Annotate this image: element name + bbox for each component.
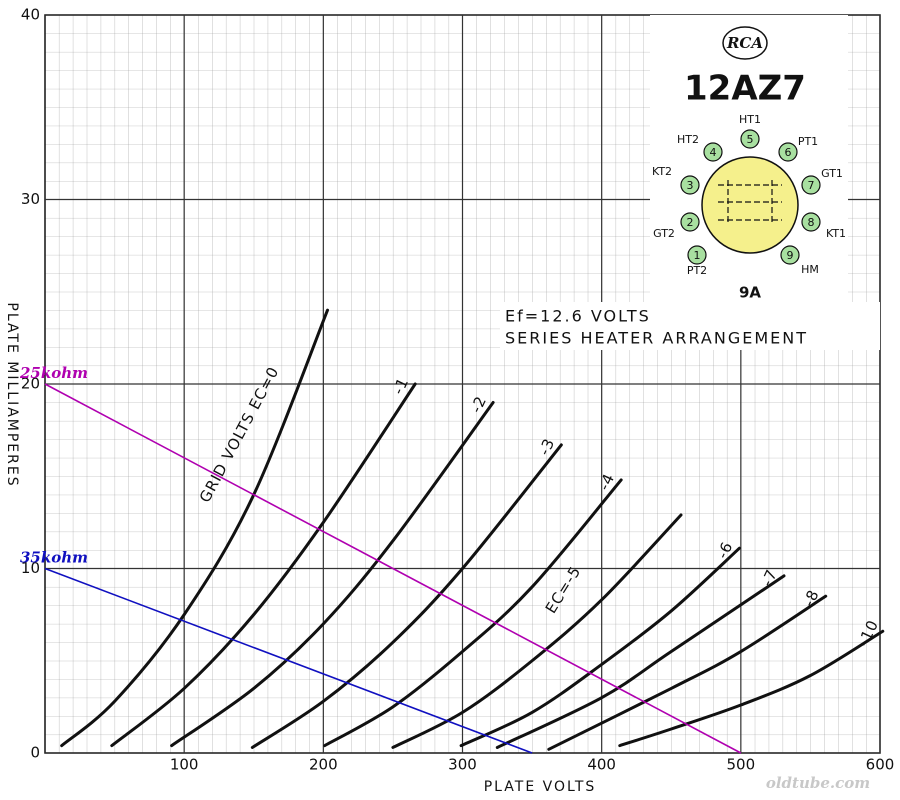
x-tick-label: 400 [587, 756, 616, 774]
pin [680, 175, 700, 195]
watermark: oldtube.com [766, 774, 870, 792]
pin-number: 6 [785, 146, 792, 159]
curve-label: -1 [389, 374, 412, 397]
pin-label: GT2 [653, 227, 675, 240]
pin-label: PT1 [798, 135, 818, 148]
tube-inset: RCA 12AZ7 9A 1 PT2 2 GT2 3 KT2 4 HT2 5 HT1 6 PT1 7 GT… [650, 15, 848, 303]
pin [780, 245, 800, 265]
pin [801, 212, 821, 232]
load-line-label: 25kohm [19, 364, 88, 382]
pin-number: 5 [747, 133, 754, 146]
y-tick-label: 30 [21, 190, 40, 208]
curve-label: -6 [713, 539, 736, 562]
pin [703, 142, 723, 162]
curve-label: -7 [758, 566, 781, 589]
plate-curve [250, 443, 563, 749]
plate-curve [459, 546, 741, 748]
curves [44, 308, 885, 754]
logo-ring [722, 26, 768, 60]
curve-label: -8 [800, 586, 823, 609]
x-tick-label: 100 [170, 756, 199, 774]
annotation-box: Ef=12.6 VOLTS SERIES HEATER ARRANGEMENT [500, 302, 880, 350]
brand: RCA [726, 34, 763, 52]
load-line [44, 567, 533, 754]
plate-curve [547, 594, 828, 751]
pin-label: HT1 [739, 113, 761, 126]
pin-number: 7 [808, 179, 815, 192]
curve-label: -4 [595, 470, 618, 493]
pin [740, 129, 760, 149]
pin-label: KT2 [652, 165, 672, 178]
tube-envelope [701, 156, 799, 254]
electrodes [718, 180, 782, 225]
pin-number: 8 [808, 216, 815, 229]
plate-curve [170, 400, 495, 748]
pin-number: 1 [694, 249, 701, 262]
annotation-bg [500, 302, 880, 350]
x-tick-label: 500 [727, 756, 756, 774]
x-axis-title: PLATE VOLTS [484, 779, 597, 795]
plate-curve [618, 629, 885, 748]
plate-curve [323, 478, 623, 748]
pin-number: 2 [687, 216, 694, 229]
annotation: SERIES HEATER ARRANGEMENT [505, 329, 808, 348]
curve-label: -2 [467, 393, 490, 416]
y-tick-label: 10 [21, 559, 40, 577]
load-line-label: 35kohm [20, 549, 88, 567]
plate-curve [110, 382, 417, 748]
y-tick-label: 0 [30, 744, 40, 762]
pin-label: HM [801, 263, 819, 276]
pin-label: KT1 [826, 227, 846, 240]
plate-curve [495, 574, 786, 749]
pin-number: 9 [787, 249, 794, 262]
pin-number: 3 [687, 179, 694, 192]
annotation: Ef=12.6 VOLTS [505, 307, 651, 326]
pin [687, 245, 707, 265]
y-tick-label: 20 [21, 375, 40, 393]
curve-label: -3 [535, 435, 558, 458]
pin [778, 142, 798, 162]
plate-curve [60, 308, 330, 748]
pin [680, 212, 700, 232]
pin-label: GT1 [821, 167, 843, 180]
pin-label: PT2 [687, 264, 707, 277]
x-tick-label: 300 [448, 756, 477, 774]
basing: 9A [739, 284, 761, 302]
x-tick-label: 200 [309, 756, 338, 774]
y-tick-label: 40 [21, 6, 40, 24]
pin-label: HT2 [677, 133, 699, 146]
model: 12AZ7 [684, 69, 806, 109]
x-tick-label: 600 [866, 756, 895, 774]
pin [801, 175, 821, 195]
plate-curve [391, 513, 683, 749]
load-line [44, 383, 742, 754]
pin-number: 4 [710, 146, 717, 159]
y-axis-title: PLATE MILLIAMPERES [4, 302, 20, 487]
